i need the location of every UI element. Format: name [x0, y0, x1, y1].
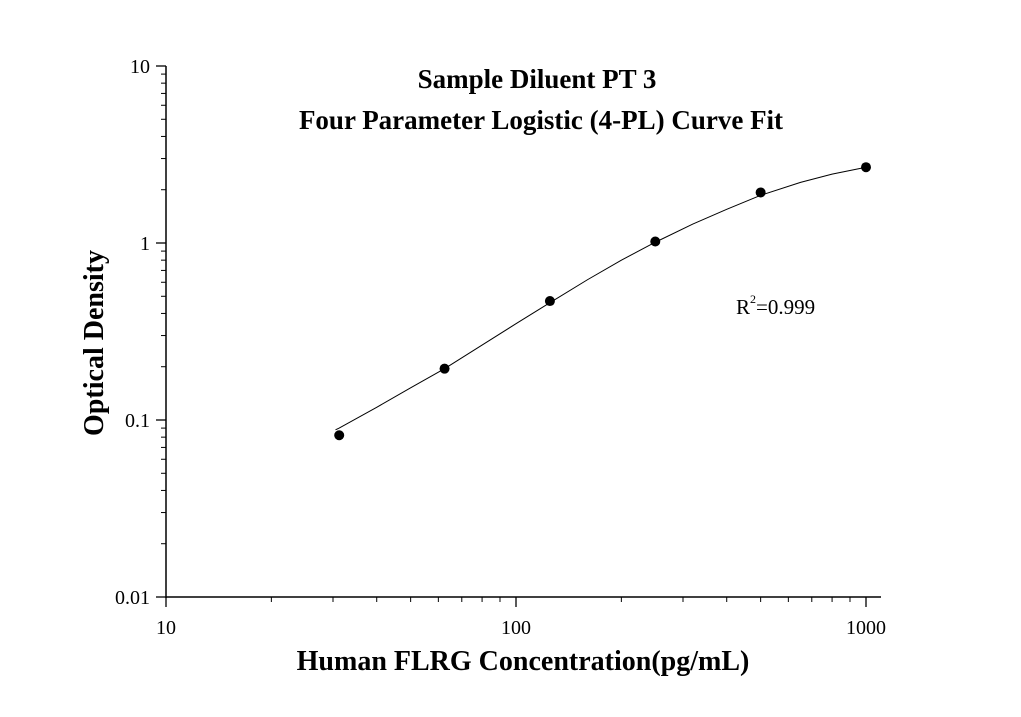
fit-curve-layer	[335, 166, 867, 431]
data-point	[439, 363, 450, 374]
x-tick-label: 100	[501, 617, 531, 639]
data-points-layer	[334, 162, 871, 441]
chart-subtitle: Four Parameter Logistic (4-PL) Curve Fit	[299, 105, 783, 135]
x-tick-label: 1000	[846, 617, 886, 639]
fit-curve	[335, 166, 867, 431]
x-tick-label: 10	[156, 617, 176, 639]
r-squared-base: R	[736, 295, 750, 319]
data-point	[755, 187, 766, 198]
y-tick-label: 0.01	[115, 587, 150, 609]
data-point	[861, 162, 871, 173]
y-tick-label: 0.1	[125, 410, 150, 432]
r-squared-annotation: R2=0.999	[736, 292, 815, 319]
axes	[165, 66, 881, 598]
data-point	[650, 236, 661, 247]
r-squared-value: =0.999	[756, 295, 815, 319]
chart-title: Sample Diluent PT 3	[418, 64, 657, 94]
ticks	[156, 65, 867, 607]
y-axis-label: Optical Density	[79, 250, 110, 436]
tick-labels: 0.01 0.1 1 10 10 100 1000	[115, 56, 886, 639]
data-point	[334, 430, 345, 441]
y-tick-label: 10	[130, 56, 150, 78]
data-point	[544, 296, 555, 307]
y-tick-label: 1	[140, 233, 150, 255]
x-axis-label: Human FLRG Concentration(pg/mL)	[297, 646, 750, 677]
r-squared-superscript: 2	[750, 292, 756, 306]
